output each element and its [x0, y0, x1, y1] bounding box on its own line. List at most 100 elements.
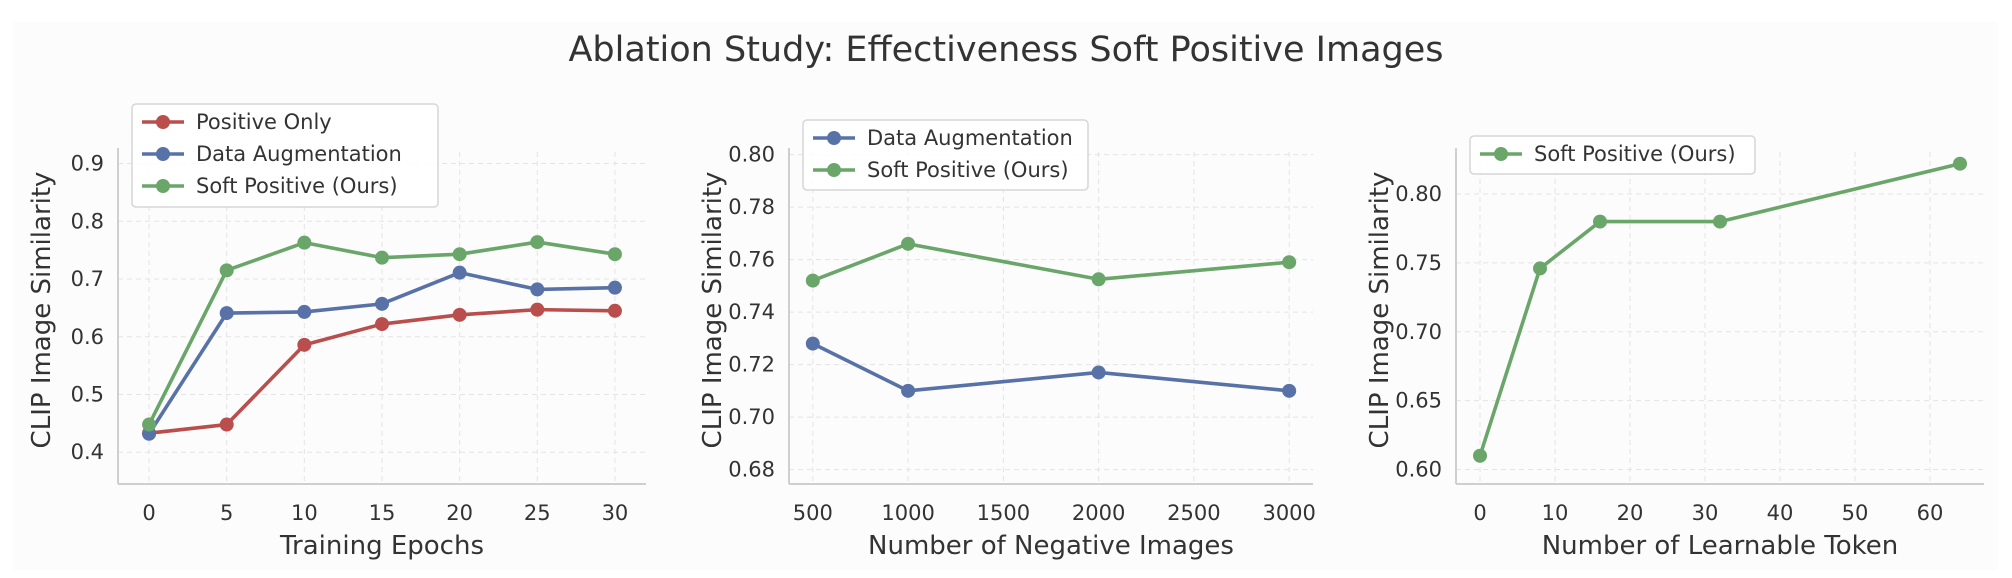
y-tick-label: 0.68: [728, 458, 775, 482]
y-tick-label: 0.76: [728, 248, 775, 272]
y-tick-label: 0.72: [728, 353, 775, 377]
x-tick-label: 500: [793, 501, 833, 525]
chart-panel-3: 0 10 20 30 40 50 60 0.60 0.65 0.70 0.75 0.80 Number …: [1365, 135, 1984, 561]
y-tick-label: 0.6: [71, 325, 104, 349]
data-point: [452, 247, 467, 262]
x-tick-label: 60: [1917, 501, 1944, 525]
y-tick-label: 0.78: [728, 195, 775, 219]
series-line: [1478, 161, 1961, 457]
x-tick-label: 10: [291, 501, 318, 525]
y-axis-label: CLIP Image Similarity: [698, 172, 728, 449]
legend-label: Data Augmentation: [867, 126, 1073, 150]
x-tick-label: 10: [1542, 501, 1569, 525]
data-point: [297, 337, 312, 352]
y-tick-label: 0.80: [1395, 182, 1442, 206]
data-point: [607, 280, 622, 295]
chart-panel-2: 500 1000 1500 2000 2500 3000 0.68 0.70 0.72 0.74 0…: [698, 119, 1316, 561]
data-point: [1091, 365, 1106, 380]
y-tick-label: 0.74: [728, 300, 775, 324]
data-point: [530, 282, 545, 297]
data-point: [452, 265, 467, 280]
y-tick-label: 0.4: [71, 440, 104, 464]
legend-marker: [156, 147, 170, 161]
legend-box: [802, 119, 1089, 191]
y-tick-label: 0.5: [71, 383, 104, 407]
y-tick-label: 0.75: [1395, 251, 1442, 275]
y-tick-label: 0.65: [1395, 389, 1442, 413]
legend-box: [1469, 135, 1756, 175]
chart-title: Ablation Study: Effectiveness Soft Posit…: [568, 30, 1444, 70]
data-point: [1091, 272, 1106, 287]
x-tick-label: 2000: [1072, 501, 1125, 525]
data-point: [375, 250, 389, 265]
x-tick-label: 0: [1473, 501, 1486, 525]
legend: Data Augmentation Soft Positive (Ours): [802, 119, 1089, 191]
x-tick-label: 3000: [1262, 501, 1315, 525]
y-tick-label: 0.7: [71, 267, 104, 291]
legend-label: Soft Positive (Ours): [1534, 142, 1736, 166]
data-point: [607, 303, 622, 318]
data-point: [1953, 156, 1967, 171]
legend-marker: [827, 163, 841, 177]
legend-label: Soft Positive (Ours): [196, 174, 398, 198]
x-axis-label: Number of Negative Images: [868, 531, 1234, 561]
data-point: [452, 307, 467, 322]
legend-marker: [156, 115, 170, 129]
data-point: [375, 317, 389, 332]
data-point: [219, 263, 234, 278]
data-point: [1713, 214, 1727, 229]
y-tick-label: 0.70: [1395, 320, 1442, 344]
x-tick-label: 1000: [881, 501, 934, 525]
x-tick-label: 20: [446, 501, 473, 525]
y-tick-label: 0.60: [1395, 458, 1442, 482]
legend-label: Soft Positive (Ours): [867, 158, 1069, 182]
legend-label: Data Augmentation: [196, 142, 402, 166]
data-point: [901, 236, 916, 251]
series-line: [812, 341, 1290, 393]
x-tick-label: 50: [1842, 501, 1869, 525]
x-tick-label: 40: [1767, 501, 1794, 525]
x-tick-label: 0: [142, 501, 155, 525]
data-point: [1533, 261, 1547, 276]
x-tick-label: 30: [1692, 501, 1719, 525]
data-point: [1282, 383, 1297, 398]
y-tick-label: 0.70: [728, 405, 775, 429]
x-tick-label: 2500: [1167, 501, 1220, 525]
x-axis-label: Number of Learnable Token: [1542, 531, 1899, 561]
x-tick-label: 25: [524, 501, 551, 525]
data-point: [297, 235, 312, 250]
data-point: [219, 306, 234, 321]
legend: Soft Positive (Ours): [1469, 135, 1756, 175]
data-point: [219, 417, 234, 432]
legend-box: [131, 103, 439, 208]
data-point: [805, 336, 820, 351]
data-point: [607, 247, 622, 262]
x-tick-label: 30: [602, 501, 629, 525]
legend-marker: [156, 179, 170, 193]
legend-marker: [1494, 147, 1508, 161]
legend: Positive Only Data Augmentation Soft Posit…: [131, 103, 439, 208]
data-point: [901, 383, 916, 398]
y-axis-label: CLIP Image Similarity: [1365, 172, 1395, 449]
series-line: [812, 242, 1290, 283]
data-point: [1593, 214, 1607, 229]
legend-marker: [827, 131, 841, 145]
data-point: [1282, 255, 1297, 270]
x-tick-label: 20: [1617, 501, 1644, 525]
data-point: [530, 302, 545, 317]
legend-label: Positive Only: [196, 110, 332, 134]
x-axis-label: Training Epochs: [279, 531, 484, 561]
chart-panel-1: 0 5 10 15 20 25 30 0.4 0.5 0.6 0.7 0.8 0.9 Training E…: [27, 103, 646, 561]
y-axis-label: CLIP Image Similarity: [27, 172, 57, 449]
data-point: [375, 296, 389, 311]
x-tick-label: 1500: [977, 501, 1030, 525]
y-tick-label: 0.9: [71, 152, 104, 176]
data-point: [530, 235, 545, 250]
y-tick-label: 0.8: [71, 209, 104, 233]
x-tick-label: 15: [369, 501, 396, 525]
y-tick-label: 0.80: [728, 143, 775, 167]
data-point: [1473, 448, 1487, 463]
data-point: [297, 304, 312, 319]
x-tick-label: 5: [220, 501, 233, 525]
